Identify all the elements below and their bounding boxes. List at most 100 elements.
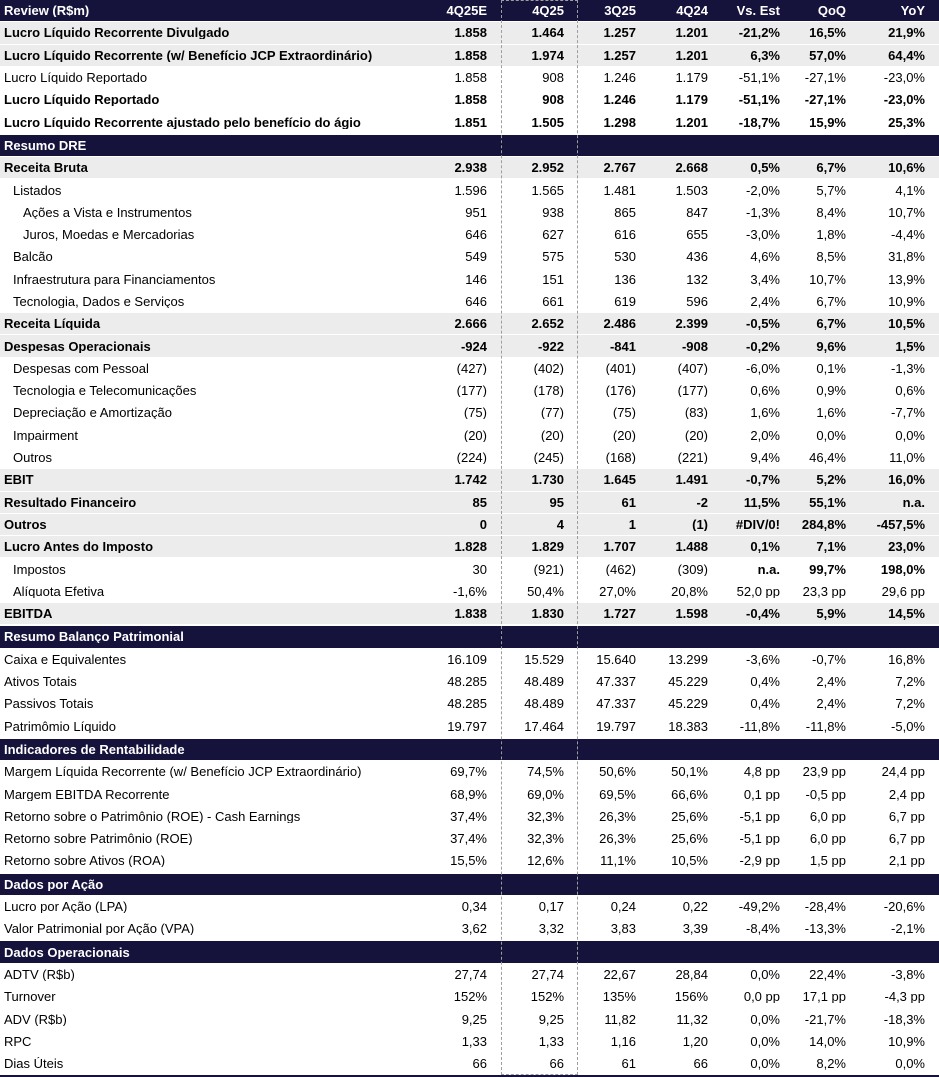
value-cell[interactable]: 50,6% — [599, 765, 636, 779]
value-cell[interactable]: 1.742 — [454, 473, 487, 487]
row-label[interactable]: ADV (R$b) — [4, 1012, 67, 1026]
row-label[interactable]: Receita Líquida — [4, 317, 101, 331]
column-header-4q25[interactable]: 4Q25 — [532, 4, 564, 18]
value-cell[interactable]: 0,0% — [750, 1034, 780, 1048]
value-cell[interactable]: (427) — [456, 361, 487, 375]
value-cell[interactable]: 32,3% — [527, 832, 564, 846]
value-cell[interactable]: -3,0% — [746, 228, 780, 242]
row-label[interactable]: Valor Patrimonial por Ação (VPA) — [4, 922, 195, 936]
value-cell[interactable]: 18.383 — [668, 719, 708, 733]
value-cell[interactable]: -18,3% — [883, 1012, 925, 1026]
value-cell[interactable]: 15.529 — [524, 652, 564, 666]
value-cell[interactable]: 938 — [542, 205, 564, 219]
value-cell[interactable]: 1.505 — [531, 115, 564, 129]
value-cell[interactable]: -924 — [460, 339, 487, 353]
value-cell[interactable]: 847 — [686, 205, 708, 219]
value-cell[interactable]: 68,9% — [450, 787, 487, 801]
value-cell[interactable]: 69,7% — [450, 765, 487, 779]
value-cell[interactable]: 0,6% — [750, 384, 780, 398]
value-cell[interactable]: 0,0% — [750, 1057, 780, 1071]
value-cell[interactable]: 661 — [542, 295, 564, 308]
value-cell[interactable]: 11,0% — [889, 451, 925, 465]
value-cell[interactable]: 2.666 — [454, 317, 487, 331]
row-label[interactable]: Dias Úteis — [4, 1057, 64, 1071]
value-cell[interactable]: 616 — [614, 228, 636, 242]
value-cell[interactable]: 19.797 — [596, 719, 636, 733]
value-cell[interactable]: 22,67 — [603, 967, 636, 981]
value-cell[interactable]: 1,33 — [538, 1034, 564, 1048]
value-cell[interactable]: 2.652 — [531, 317, 564, 331]
value-cell[interactable]: -1,3% — [746, 205, 780, 219]
value-cell[interactable]: (462) — [605, 562, 636, 576]
value-cell[interactable]: 2.952 — [531, 161, 564, 175]
value-cell[interactable]: 1,6% — [816, 406, 846, 420]
value-cell[interactable]: 1.246 — [603, 93, 636, 107]
row-label[interactable]: Lucro Líquido Recorrente (w/ Benefício J… — [4, 48, 373, 62]
value-cell[interactable]: 6,7 pp — [888, 809, 925, 823]
value-cell[interactable]: n.a. — [902, 495, 925, 509]
value-cell[interactable]: (245) — [533, 451, 564, 465]
value-cell[interactable]: 4,1% — [895, 183, 925, 197]
value-cell[interactable]: 1,16 — [610, 1034, 636, 1048]
value-cell[interactable]: 26,3% — [599, 832, 636, 846]
row-label[interactable]: Juros, Moedas e Mercadorias — [23, 228, 195, 242]
value-cell[interactable]: (75) — [612, 406, 636, 420]
row-label[interactable]: Lucro Líquido Reportado — [4, 71, 148, 85]
value-cell[interactable]: 4,6% — [750, 250, 780, 264]
value-cell[interactable]: 50,4% — [527, 584, 564, 598]
value-cell[interactable]: 152% — [453, 990, 487, 1004]
row-label[interactable]: Tecnologia, Dados e Serviços — [13, 295, 185, 308]
value-cell[interactable]: 25,3% — [888, 115, 925, 129]
value-cell[interactable]: 13,9% — [888, 272, 925, 286]
value-cell[interactable]: 48.489 — [524, 697, 564, 711]
value-cell[interactable]: 596 — [686, 295, 708, 308]
value-cell[interactable]: -51,1% — [738, 93, 780, 107]
column-header-4q24[interactable]: 4Q24 — [676, 4, 708, 18]
value-cell[interactable]: 152% — [530, 990, 564, 1004]
value-cell[interactable]: -0,7% — [746, 473, 780, 487]
value-cell[interactable]: 10,5% — [671, 854, 708, 868]
row-label[interactable]: Margem Líquida Recorrente (w/ Benefício … — [4, 765, 362, 779]
value-cell[interactable]: -49,2% — [738, 900, 780, 914]
value-cell[interactable]: 0,0% — [750, 1012, 780, 1026]
value-cell[interactable]: 23,9 pp — [802, 765, 846, 779]
value-cell[interactable]: 1.858 — [454, 48, 487, 62]
value-cell[interactable]: 48.285 — [447, 697, 487, 711]
value-cell[interactable]: 10,9% — [888, 295, 925, 308]
value-cell[interactable]: -13,3% — [804, 922, 846, 936]
value-cell[interactable]: (178) — [533, 384, 564, 398]
column-header-qoq[interactable]: QoQ — [817, 4, 846, 18]
value-cell[interactable]: 646 — [465, 228, 487, 242]
value-cell[interactable]: 1.858 — [454, 93, 487, 107]
value-cell[interactable]: 1,6% — [750, 406, 780, 420]
value-cell[interactable]: -51,1% — [738, 71, 780, 85]
value-cell[interactable]: 136 — [614, 272, 636, 286]
column-header-vs-est[interactable]: Vs. Est — [736, 4, 780, 18]
value-cell[interactable]: -2 — [696, 495, 708, 509]
value-cell[interactable]: 12,6% — [527, 854, 564, 868]
value-cell[interactable]: 8,4% — [816, 205, 846, 219]
value-cell[interactable]: (77) — [540, 406, 564, 420]
value-cell[interactable]: 0,0 pp — [743, 990, 780, 1004]
value-cell[interactable]: 1.828 — [454, 540, 487, 554]
value-cell[interactable]: 1.858 — [454, 26, 487, 40]
value-cell[interactable]: 7,2% — [895, 675, 925, 689]
value-cell[interactable]: 4 — [556, 517, 564, 531]
value-cell[interactable]: 0,1% — [816, 361, 846, 375]
value-cell[interactable]: 3,4% — [750, 272, 780, 286]
value-cell[interactable]: 32,3% — [527, 809, 564, 823]
value-cell[interactable]: 45.229 — [668, 675, 708, 689]
value-cell[interactable]: -18,7% — [738, 115, 780, 129]
value-cell[interactable]: 3,62 — [461, 922, 487, 936]
table-title-cell[interactable]: Review (R$m) — [4, 4, 90, 18]
value-cell[interactable]: 69,5% — [599, 787, 636, 801]
value-cell[interactable]: 22,4% — [809, 967, 846, 981]
value-cell[interactable]: -3,6% — [746, 652, 780, 666]
row-label[interactable]: Resultado Financeiro — [4, 495, 137, 509]
value-cell[interactable]: (1) — [692, 517, 708, 531]
value-cell[interactable]: (20) — [612, 428, 636, 442]
value-cell[interactable]: 1.829 — [531, 540, 564, 554]
value-cell[interactable]: 61 — [621, 1057, 636, 1071]
value-cell[interactable]: 2,4% — [816, 697, 846, 711]
value-cell[interactable]: 6,7% — [816, 161, 846, 175]
